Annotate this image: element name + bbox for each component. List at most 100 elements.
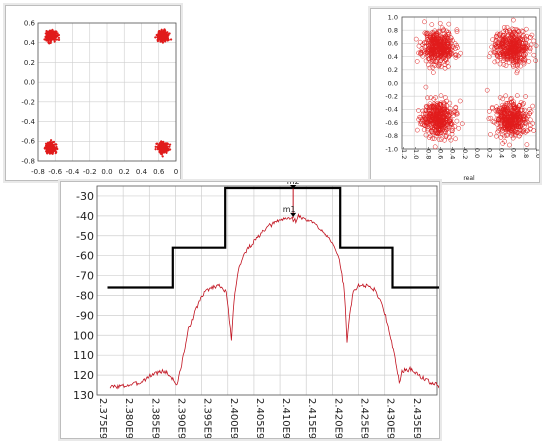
constellation-point xyxy=(453,52,459,58)
constellation-point xyxy=(507,126,513,131)
constellation-point xyxy=(519,112,524,118)
constellation-point xyxy=(425,95,430,101)
constellation-point xyxy=(429,22,435,27)
constellation-point xyxy=(413,36,419,42)
constellation-cluster xyxy=(486,17,539,76)
constellation-point xyxy=(454,29,460,34)
constellation-point xyxy=(48,151,51,154)
constellation-point xyxy=(520,127,526,133)
constellation-point xyxy=(422,40,427,46)
constellation-point xyxy=(160,39,163,43)
x-tick-label: 2.425E9 xyxy=(359,398,370,438)
constellation-point xyxy=(429,30,435,36)
constellation-point xyxy=(523,37,529,43)
constellation-point xyxy=(419,48,425,54)
x-tick-label: 2.375E9 xyxy=(97,398,108,438)
constellation-point xyxy=(497,32,502,37)
constellation-left-svg: 0.60.40.20.0-0.2-0.4-0.6-0.8-0.8 -0.6 -0.4… xyxy=(21,19,178,176)
constellation-point xyxy=(433,113,438,119)
constellation-point xyxy=(516,32,522,37)
constellation-point xyxy=(45,151,49,154)
y-tick-label: 0.2 xyxy=(388,66,398,74)
constellation-point xyxy=(431,61,437,67)
constellation-point xyxy=(494,44,499,49)
constellation-point xyxy=(431,39,437,45)
y-tick-label: -0.8 xyxy=(21,157,35,165)
constellation-point xyxy=(507,119,513,124)
constellation-point xyxy=(44,147,48,150)
constellation-point xyxy=(531,38,537,44)
constellation-point xyxy=(533,43,539,48)
constellation-point xyxy=(434,46,440,52)
constellation-point xyxy=(439,118,444,124)
constellation-point xyxy=(449,51,454,56)
constellation-point xyxy=(454,110,460,115)
constellation-point xyxy=(427,44,433,50)
constellation-point xyxy=(446,31,452,37)
constellation-point xyxy=(530,103,536,109)
constellation-point xyxy=(509,133,514,138)
constellation-point xyxy=(484,87,490,93)
spectrum-svg: m2m1-30-40-50-60-70-80-901001101201302.3… xyxy=(73,182,439,438)
constellation-point xyxy=(508,96,513,102)
constellation-point xyxy=(443,118,449,123)
constellation-point xyxy=(156,39,160,43)
constellation-point xyxy=(56,34,59,37)
y-tick-label: -0.4 xyxy=(385,106,398,114)
y-tick-label: -70 xyxy=(76,270,94,283)
constellation-point xyxy=(432,144,438,150)
constellation-point xyxy=(443,57,449,63)
constellation-point xyxy=(502,105,508,110)
constellation-point xyxy=(524,128,530,134)
constellation-point xyxy=(423,123,429,129)
constellation-point xyxy=(425,47,431,53)
constellation-point xyxy=(428,128,434,134)
constellation-point xyxy=(448,106,453,111)
constellation-point xyxy=(438,130,444,135)
y-tick-label: 0.8 xyxy=(388,26,398,34)
constellation-point xyxy=(160,147,164,151)
constellation-point xyxy=(489,44,495,50)
constellation-point xyxy=(441,124,447,130)
x-tick-label: -0.4 xyxy=(66,168,80,176)
x-tick-label: 2.430E9 xyxy=(385,398,396,438)
constellation-point xyxy=(516,51,522,57)
constellation-point xyxy=(164,34,167,37)
constellation-point xyxy=(158,35,161,38)
constellation-point xyxy=(449,111,455,116)
constellation-point xyxy=(502,107,508,113)
constellation-point xyxy=(513,32,519,37)
constellation-point xyxy=(154,145,157,148)
constellation-point xyxy=(495,109,500,115)
constellation-plot-left[interactable]: 0.6 0.4 0.2 0.0 -0.2 -0.4 -0.6 -0.8 -0.8 -0.6 -0.4… xyxy=(5,5,181,181)
constellation-point xyxy=(161,151,165,154)
constellation-point xyxy=(455,53,461,59)
constellation-point xyxy=(433,133,439,139)
constellation-point xyxy=(494,116,500,122)
x-tick-label: 0.8 xyxy=(522,148,530,158)
constellation-point xyxy=(519,41,525,47)
constellation-point xyxy=(427,112,433,117)
x-tick-label: 0 xyxy=(174,168,178,176)
plot-frame xyxy=(37,22,177,162)
constellation-point xyxy=(163,39,166,42)
y-tick-label: 0.0 xyxy=(24,79,35,87)
x-tick-label: -0.2 xyxy=(461,147,469,160)
constellation-plot-right[interactable]: 1.0 0.8 0.6 0.4 0.2 0.0 -0.2 -0.4 -0.6 -0.8 -1.0 -1… xyxy=(370,8,540,183)
constellation-point xyxy=(446,21,452,27)
constellation-point xyxy=(440,40,445,46)
spectrum-plot[interactable]: m2m1-30-40-50-60-70-80-901001101201302.3… xyxy=(60,181,440,439)
constellation-point xyxy=(518,54,524,60)
constellation-point xyxy=(496,115,502,121)
constellation-point xyxy=(422,19,427,25)
constellation-point xyxy=(496,125,502,131)
constellation-point xyxy=(430,109,436,114)
x-tick-label: -0.8 xyxy=(424,147,432,160)
constellation-point xyxy=(50,144,53,147)
y-tick-label: 0.4 xyxy=(24,39,36,47)
constellation-point xyxy=(508,96,514,101)
constellation-point xyxy=(154,36,157,39)
constellation-cluster xyxy=(154,140,172,158)
constellation-point xyxy=(416,108,421,113)
x-tick-label: 2.420E9 xyxy=(332,398,343,438)
